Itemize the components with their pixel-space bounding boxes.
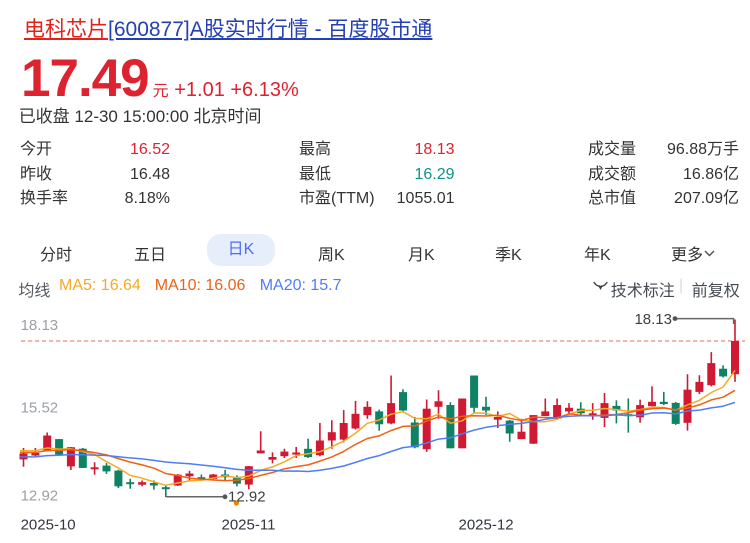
svg-text:12.92: 12.92 [228,489,266,506]
svg-text:2025-12: 2025-12 [459,517,514,534]
svg-text:2025-10: 2025-10 [21,517,76,534]
svg-text:12.92: 12.92 [21,488,59,505]
svg-text:15.52: 15.52 [21,400,59,417]
svg-text:2025-11: 2025-11 [222,517,276,534]
svg-text:18.13: 18.13 [634,311,672,328]
svg-text:18.13: 18.13 [21,317,59,334]
